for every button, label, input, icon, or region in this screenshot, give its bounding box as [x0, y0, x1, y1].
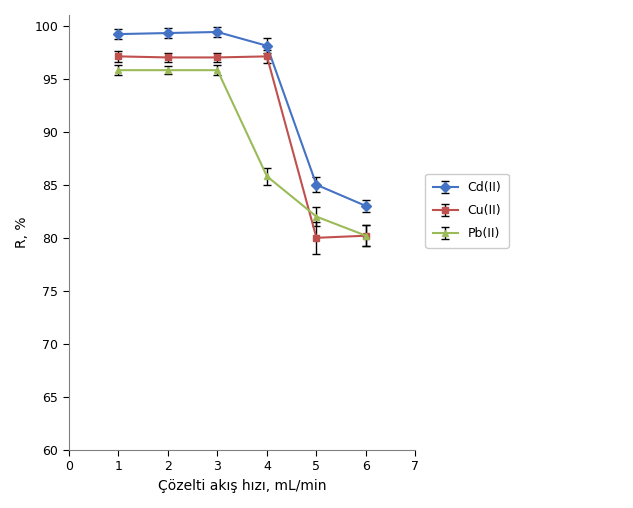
X-axis label: Çözelti akış hızı, mL/min: Çözelti akış hızı, mL/min	[158, 479, 327, 493]
Legend: Cd(II), Cu(II), Pb(II): Cd(II), Cu(II), Pb(II)	[425, 174, 509, 248]
Y-axis label: R, %: R, %	[15, 217, 29, 248]
